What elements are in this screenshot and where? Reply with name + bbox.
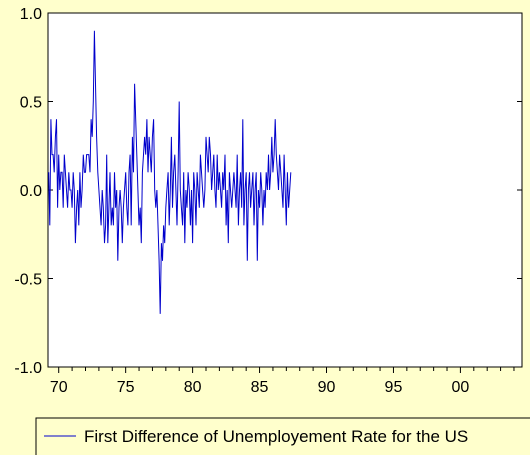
x-tick-label: 00 — [452, 379, 470, 396]
x-axis: 70 75 80 85 90 95 00 — [50, 367, 515, 396]
x-tick-label: 90 — [318, 379, 336, 396]
legend-box — [35, 417, 530, 455]
y-tick-label: 1.0 — [20, 6, 42, 23]
y-tick-label: -1.0 — [14, 360, 42, 377]
y-tick-label: 0.5 — [20, 95, 42, 112]
x-tick-label: 95 — [385, 379, 403, 396]
y-axis: 1.0 0.5 0.0 -0.5 -1.0 — [14, 6, 522, 377]
series-line — [48, 30, 292, 314]
legend: First Difference of Unemployement Rate f… — [35, 417, 530, 455]
x-tick-label: 85 — [251, 379, 269, 396]
y-tick-label: 0.0 — [20, 183, 42, 200]
y-tick-label: -0.5 — [14, 272, 42, 289]
x-tick-label: 80 — [184, 379, 202, 396]
legend-label: First Difference of Unemployement Rate f… — [84, 427, 468, 446]
x-tick-label: 70 — [50, 379, 68, 396]
x-tick-label: 75 — [117, 379, 135, 396]
